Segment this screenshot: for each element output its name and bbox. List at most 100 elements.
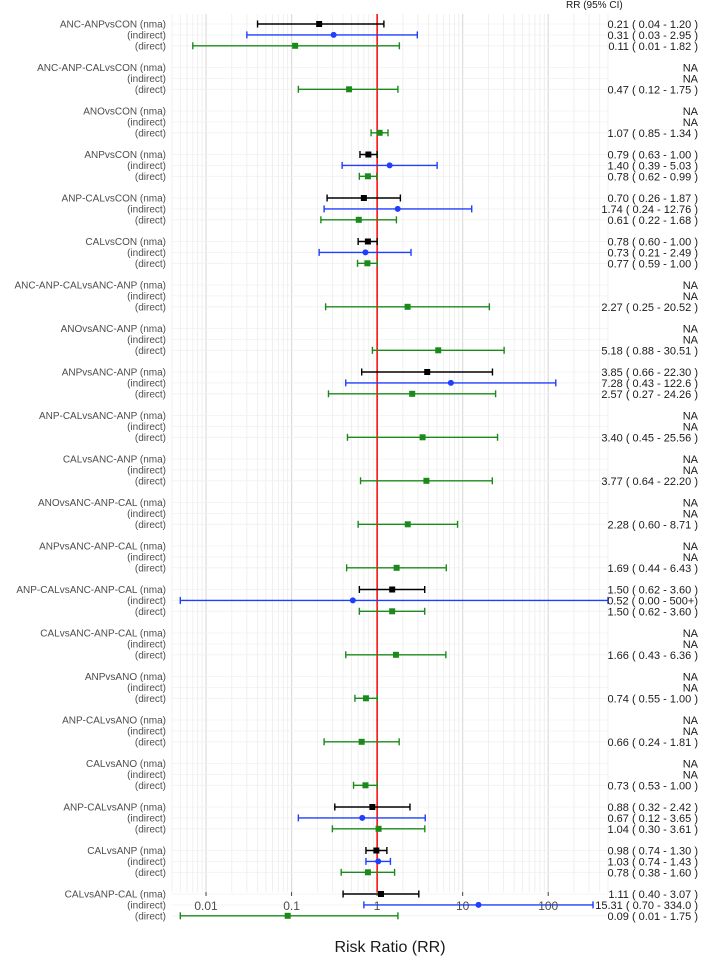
- marks: [179, 20, 609, 920]
- rr-value: 0.21 ( 0.04 - 1.20 ): [608, 19, 699, 31]
- row-label: CALvsANP-CAL (nma): [65, 890, 166, 901]
- rr-value: 0.52 ( 0.00 - 500+): [607, 595, 698, 607]
- rr-value: NA: [683, 672, 699, 684]
- row-label: (indirect): [127, 639, 166, 650]
- rr-value: NA: [683, 541, 699, 553]
- row-label: CALvsANC-ANP (nma): [63, 455, 166, 466]
- row-label: (indirect): [127, 422, 166, 433]
- point-estimate-direct: [419, 434, 426, 441]
- rr-value: NA: [683, 63, 699, 75]
- point-estimate-direct: [389, 608, 396, 615]
- rr-header: RR (95% CI): [566, 0, 623, 11]
- row-label: CALvsCON (nma): [85, 237, 166, 248]
- row-label: (indirect): [127, 378, 166, 389]
- point-estimate-indirect: [386, 162, 393, 169]
- rr-value: NA: [683, 759, 699, 771]
- row-label: ANPvsCON (nma): [84, 150, 166, 161]
- rr-value: NA: [683, 628, 699, 640]
- row-label: ANC-ANPvsCON (nma): [60, 20, 166, 31]
- rr-value: 0.73 ( 0.53 - 1.00 ): [608, 780, 699, 792]
- rr-value: 0.67 ( 0.12 - 3.65 ): [608, 813, 699, 825]
- row-label: ANP-CALvsANO (nma): [62, 716, 166, 727]
- point-estimate-indirect: [475, 901, 482, 908]
- point-estimate-direct: [355, 216, 362, 223]
- x-tick-label: 10: [456, 899, 470, 913]
- point-estimate-nma: [378, 891, 385, 897]
- point-estimate-nma: [365, 151, 372, 158]
- rr-value: 0.74 ( 0.55 - 1.00 ): [608, 693, 699, 705]
- point-estimate-nma: [364, 238, 371, 245]
- point-estimate-direct: [362, 695, 369, 702]
- point-estimate-direct: [435, 347, 442, 354]
- rr-value: NA: [683, 291, 699, 303]
- rr-value: NA: [683, 324, 699, 336]
- row-label: (direct): [135, 215, 166, 226]
- point-estimate-direct: [423, 477, 430, 484]
- rr-value: 1.50 ( 0.62 - 3.60 ): [608, 585, 699, 597]
- rr-value: NA: [683, 454, 699, 466]
- row-label: CALvsANP (nma): [87, 846, 166, 857]
- row-label: (direct): [135, 433, 166, 444]
- row-label: (indirect): [127, 335, 166, 346]
- rr-value: 0.77 ( 0.59 - 1.00 ): [608, 258, 699, 270]
- point-estimate-direct: [409, 390, 416, 397]
- point-estimate-nma: [424, 369, 431, 375]
- point-estimate-nma: [373, 847, 380, 854]
- point-estimate-nma: [316, 21, 323, 27]
- x-tick-label: 1: [374, 899, 381, 913]
- x-tick-label: 0.01: [194, 899, 218, 913]
- row-label: (direct): [135, 85, 166, 96]
- rr-value: NA: [683, 280, 699, 292]
- rr-value: NA: [683, 465, 699, 477]
- point-estimate-direct: [362, 782, 369, 789]
- point-estimate-direct: [364, 173, 371, 180]
- row-label: (direct): [135, 737, 166, 748]
- rr-value: 3.40 ( 0.45 - 25.56 ): [601, 432, 698, 444]
- row-label: (indirect): [127, 465, 166, 476]
- point-estimate-nma: [389, 586, 396, 593]
- point-estimate-indirect: [359, 814, 366, 821]
- rr-value: NA: [683, 117, 699, 129]
- row-label: ANC-ANP-CALvsCON (nma): [37, 63, 166, 74]
- rr-value: NA: [683, 334, 699, 346]
- rr-value: 0.78 ( 0.38 - 1.60 ): [608, 867, 699, 879]
- rr-value: 3.77 ( 0.64 - 22.20 ): [601, 476, 698, 488]
- point-estimate-indirect: [375, 858, 382, 865]
- rr-value: NA: [683, 769, 699, 781]
- point-estimate-direct: [376, 129, 383, 136]
- rr-value: 0.78 ( 0.60 - 1.00 ): [608, 237, 699, 249]
- point-estimate-direct: [284, 912, 291, 919]
- point-estimate-nma: [360, 195, 367, 201]
- row-label: (indirect): [127, 509, 166, 520]
- point-estimate-direct: [364, 260, 371, 267]
- row-label: (direct): [135, 650, 166, 661]
- row-label: (direct): [135, 346, 166, 357]
- rr-value: 3.85 ( 0.66 - 22.30 ): [601, 367, 698, 379]
- point-estimate-direct: [393, 564, 400, 571]
- rr-value: 0.31 ( 0.03 - 2.95 ): [608, 30, 699, 42]
- row-label: ANOvsANC-ANP-CAL (nma): [38, 498, 166, 509]
- row-label: (indirect): [127, 552, 166, 563]
- row-label: (direct): [135, 563, 166, 574]
- point-estimate-nma: [369, 804, 376, 810]
- row-label: (direct): [135, 476, 166, 487]
- row-label: ANPvsANC-ANP (nma): [62, 368, 166, 379]
- point-estimate-direct: [404, 521, 411, 528]
- rr-value: NA: [683, 421, 699, 433]
- rr-value: 1.07 ( 0.85 - 1.34 ): [608, 128, 699, 140]
- point-estimate-indirect: [330, 31, 337, 38]
- rr-value: 1.40 ( 0.39 - 5.03 ): [608, 160, 699, 172]
- rr-value: 7.28 ( 0.43 - 122.6 ): [601, 378, 698, 390]
- point-estimate-indirect: [394, 205, 401, 212]
- row-label: (direct): [135, 781, 166, 792]
- row-label: ANP-CALvsCON (nma): [62, 194, 166, 205]
- row-label: (direct): [135, 128, 166, 139]
- rr-value: NA: [683, 682, 699, 694]
- row-label: ANOvsANC-ANP (nma): [61, 324, 166, 335]
- row-label: (indirect): [127, 770, 166, 781]
- row-label: (direct): [135, 868, 166, 879]
- rr-value: 2.57 ( 0.27 - 24.26 ): [601, 389, 698, 401]
- point-estimate-indirect: [447, 379, 454, 386]
- rr-value: 5.18 ( 0.88 - 30.51 ): [601, 345, 698, 357]
- row-label: (indirect): [127, 813, 166, 824]
